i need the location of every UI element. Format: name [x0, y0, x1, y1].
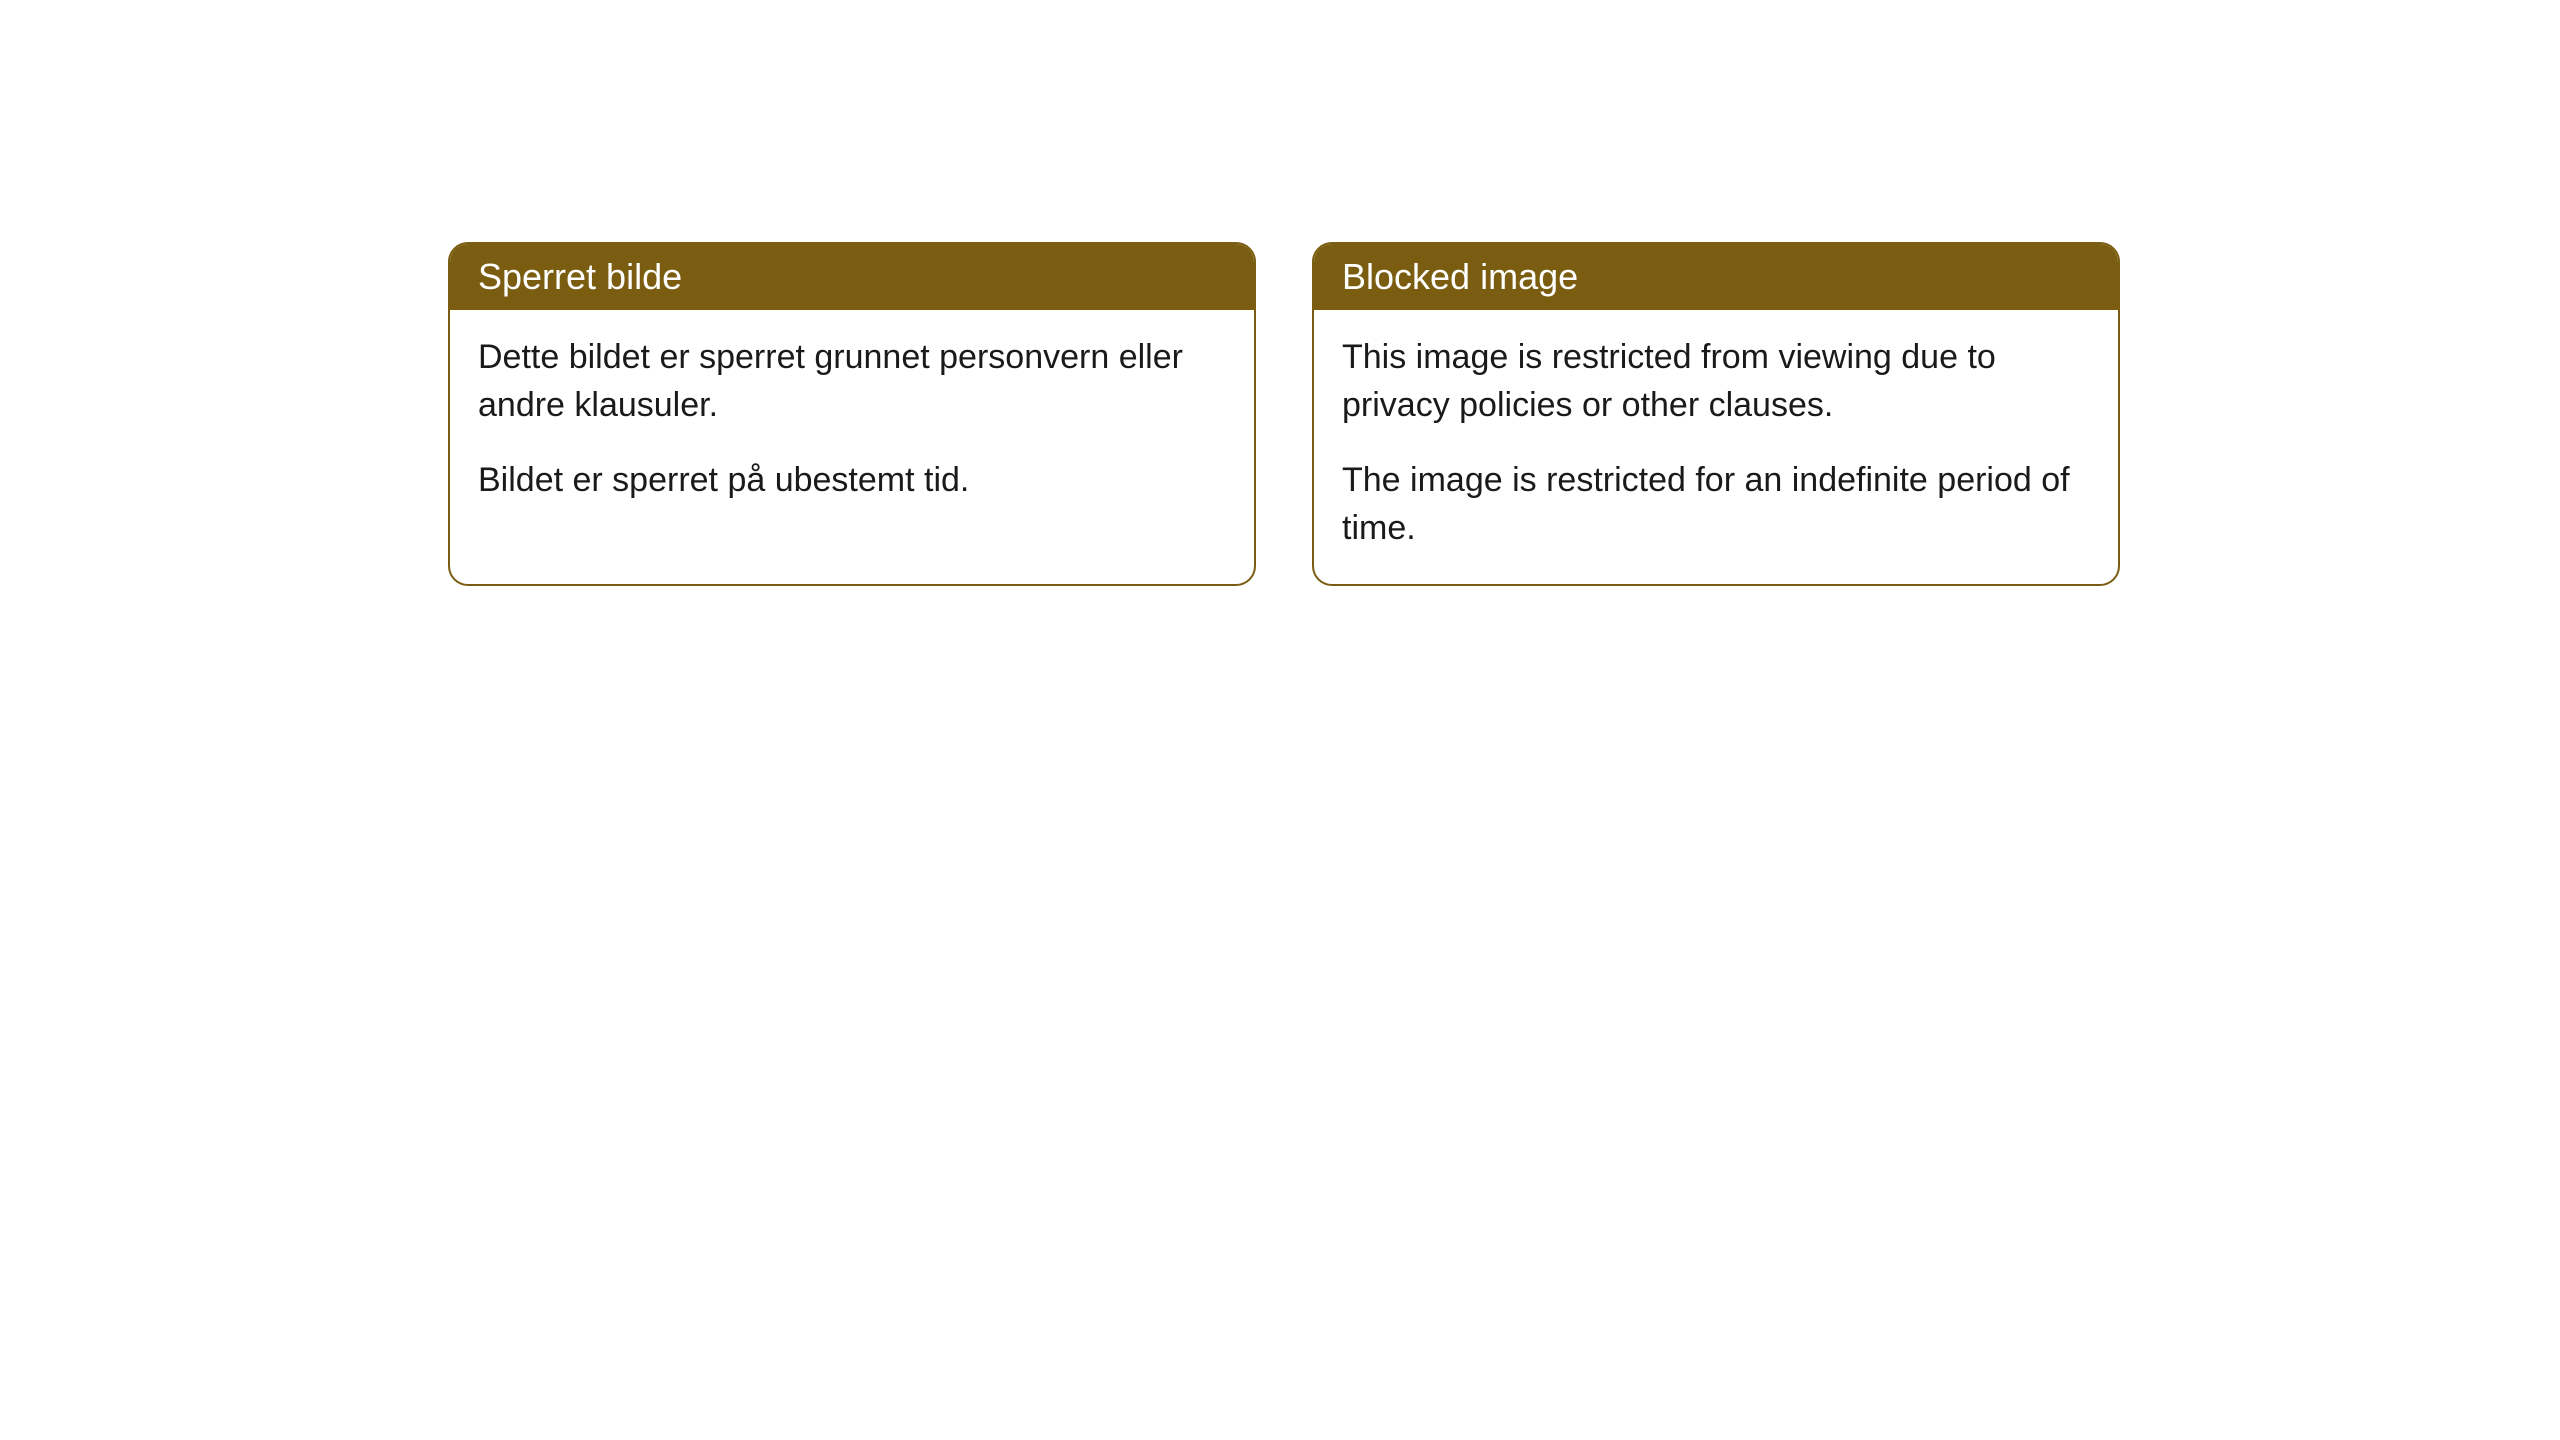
blocked-image-card-en: Blocked image This image is restricted f… [1312, 242, 2120, 586]
card-body: This image is restricted from viewing du… [1314, 310, 2118, 584]
notice-cards-container: Sperret bilde Dette bildet er sperret gr… [0, 0, 2560, 586]
card-paragraph-1: This image is restricted from viewing du… [1342, 334, 2090, 429]
card-header: Sperret bilde [450, 244, 1254, 310]
card-paragraph-2: The image is restricted for an indefinit… [1342, 457, 2090, 552]
card-title: Sperret bilde [478, 256, 682, 297]
card-header: Blocked image [1314, 244, 2118, 310]
blocked-image-card-no: Sperret bilde Dette bildet er sperret gr… [448, 242, 1256, 586]
card-body: Dette bildet er sperret grunnet personve… [450, 310, 1254, 537]
card-paragraph-2: Bildet er sperret på ubestemt tid. [478, 457, 1226, 505]
card-paragraph-1: Dette bildet er sperret grunnet personve… [478, 334, 1226, 429]
card-title: Blocked image [1342, 256, 1578, 297]
